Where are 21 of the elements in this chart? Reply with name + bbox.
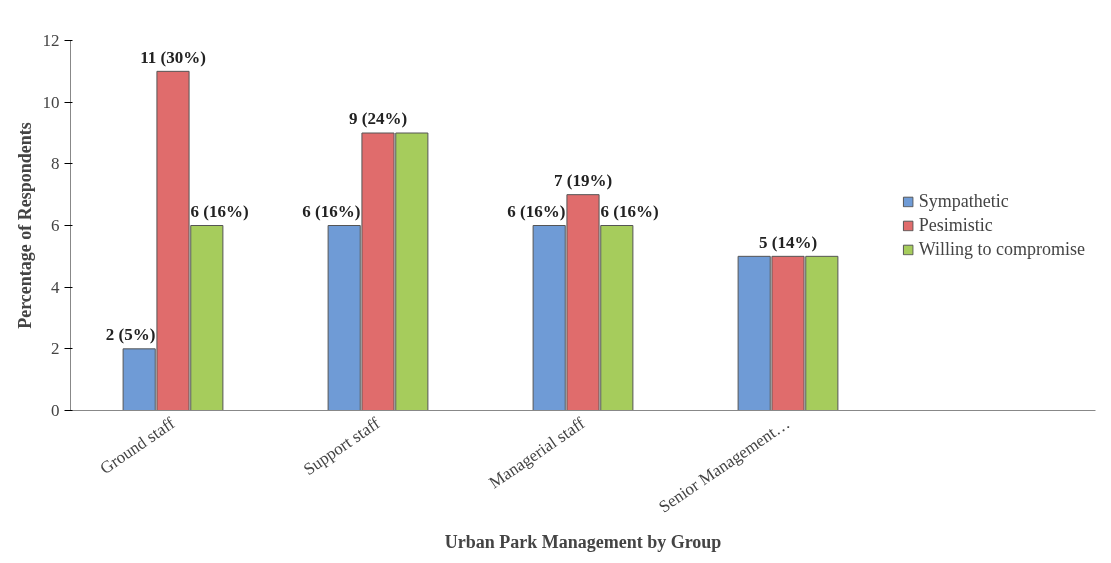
y-axis-title: Percentage of Respondents <box>14 122 35 329</box>
data-label: 2 (5%) <box>105 325 156 345</box>
y-tick-label: 0 <box>51 401 60 420</box>
data-label: 5 (14%) <box>758 232 818 252</box>
y-tick-label: 6 <box>51 216 60 235</box>
data-label: 7 (19%) <box>553 171 613 191</box>
y-tick-label: 4 <box>51 277 60 297</box>
y-tick-label: 12 <box>42 31 60 50</box>
y-tick-label: 2 <box>51 339 60 359</box>
y-tick-label: 10 <box>42 92 60 112</box>
data-label: 9 (24%) <box>348 109 408 129</box>
legend-label: Sympathetic <box>918 190 1009 212</box>
legend-label: Pesimistic <box>918 214 993 236</box>
data-label: 6 (16%) <box>302 201 361 221</box>
x-axis-title: Urban Park Management by Group <box>444 532 722 553</box>
data-label: 6 (16%) <box>507 201 566 221</box>
data-label: 11 (30%) <box>140 47 206 67</box>
data-label: 6 (16%) <box>190 201 249 221</box>
data-label: 6 (16%) <box>600 201 659 221</box>
y-tick-label: 8 <box>51 154 60 174</box>
legend-label: Willing to compromise <box>918 238 1085 260</box>
